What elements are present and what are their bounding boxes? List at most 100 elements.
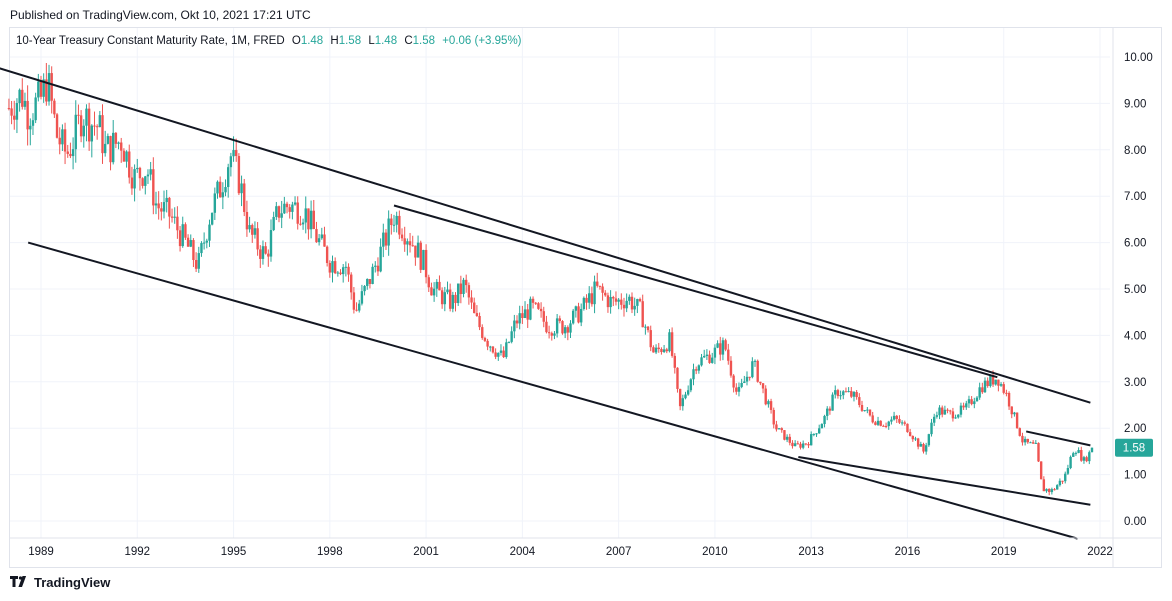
candle-body xyxy=(154,203,158,206)
candle-body xyxy=(767,401,770,405)
price-axis: 0.00 1.00 2.00 3.00 4.00 5.00 6.00 7.00 8.00 9.00… xyxy=(1112,28,1153,567)
candle-body xyxy=(748,376,751,378)
candle-body xyxy=(676,367,679,389)
candle-body xyxy=(144,176,147,186)
candle-body xyxy=(1021,435,1024,443)
x-tick-label: 2019 xyxy=(991,546,1017,558)
candle-body xyxy=(430,287,433,296)
candle-body xyxy=(641,301,644,328)
candle-body xyxy=(462,279,465,295)
candle-body xyxy=(954,417,957,419)
candle-body xyxy=(697,365,701,371)
candle-body xyxy=(751,361,754,378)
candle-body xyxy=(772,409,775,425)
candle-body xyxy=(596,281,599,286)
candle-body xyxy=(957,414,960,418)
candle-body xyxy=(983,380,987,393)
x-tick-label: 1998 xyxy=(317,546,343,558)
candle-body xyxy=(82,125,85,137)
candle-body xyxy=(539,308,543,312)
candle-body xyxy=(930,422,933,435)
candle-body xyxy=(1023,438,1027,443)
candle-body xyxy=(791,442,794,447)
candle-body xyxy=(133,169,136,189)
candle-body xyxy=(1077,450,1080,453)
candle-body xyxy=(839,395,842,397)
candle-body xyxy=(759,381,762,384)
candle-body xyxy=(1082,457,1086,461)
candle-body xyxy=(860,405,864,411)
candle-body xyxy=(906,423,909,433)
candle-body xyxy=(735,387,738,392)
candle-body xyxy=(422,249,425,270)
time-axis: 1989 1992 1995 1998 2001 2004 2007 2010 2013 2016… xyxy=(10,537,1161,558)
candle-body xyxy=(507,341,511,343)
candle-body xyxy=(542,311,545,322)
candle-body xyxy=(317,238,321,243)
candle-body xyxy=(486,340,489,347)
candle-body xyxy=(922,444,925,452)
candle-body xyxy=(491,346,495,353)
candle-body xyxy=(775,424,778,430)
candle-body xyxy=(858,397,861,406)
candle-body xyxy=(769,401,773,410)
y-tick-label: 3.00 xyxy=(1124,377,1146,389)
candle-body xyxy=(1074,452,1078,454)
candle-body xyxy=(836,390,840,396)
candle-body xyxy=(120,142,123,151)
y-tick-label: 7.00 xyxy=(1124,191,1146,203)
candle-body xyxy=(719,343,722,355)
candle-body xyxy=(868,409,872,416)
candle-body xyxy=(162,202,166,212)
candle-body xyxy=(588,293,591,303)
tradingview-brand: TradingView xyxy=(34,575,111,590)
candle-body xyxy=(571,310,575,324)
candle-body xyxy=(58,137,61,145)
candle-body xyxy=(499,350,503,353)
candle-body xyxy=(489,346,492,348)
candle-body xyxy=(53,100,56,115)
candle-body xyxy=(652,347,655,353)
candle-body xyxy=(916,438,920,447)
last-price-marker: 1.58 xyxy=(1115,438,1153,457)
candle-body xyxy=(622,304,626,309)
candle-body xyxy=(350,274,353,293)
close-value: 1.58 xyxy=(412,35,436,47)
x-tick-label: 1995 xyxy=(221,546,247,558)
candle-body xyxy=(1002,384,1005,393)
candle-body xyxy=(165,197,168,203)
candle-body xyxy=(280,213,283,218)
candle-body xyxy=(796,443,800,445)
candle-body xyxy=(283,203,286,214)
candle-body xyxy=(518,313,521,324)
candle-body xyxy=(505,342,508,358)
candle-body xyxy=(411,245,414,247)
candle-body xyxy=(341,267,345,275)
candle-body xyxy=(1066,468,1070,474)
candle-body xyxy=(708,354,711,363)
candle-body xyxy=(777,428,781,430)
tradingview-footer[interactable]: TradingView xyxy=(10,575,110,590)
candle-body xyxy=(226,167,230,188)
candle-body xyxy=(561,321,564,334)
candle-body xyxy=(173,216,176,218)
candle-body xyxy=(553,333,556,336)
candle-body xyxy=(315,228,318,243)
candle-body xyxy=(515,320,519,324)
candle-body xyxy=(138,167,142,179)
low-value: 1.48 xyxy=(374,35,398,47)
candle-body xyxy=(371,266,374,284)
candle-body xyxy=(686,390,690,395)
candle-body xyxy=(502,350,505,358)
chart-frame[interactable] xyxy=(9,27,1162,568)
candle-body xyxy=(529,298,532,320)
candle-body xyxy=(927,434,931,446)
candle-body xyxy=(475,313,479,317)
candle-body xyxy=(914,438,917,440)
candle-body xyxy=(818,428,821,434)
candle-body xyxy=(1034,442,1038,444)
candle-body xyxy=(454,294,457,304)
candle-body xyxy=(427,277,430,288)
candle-body xyxy=(130,177,134,189)
